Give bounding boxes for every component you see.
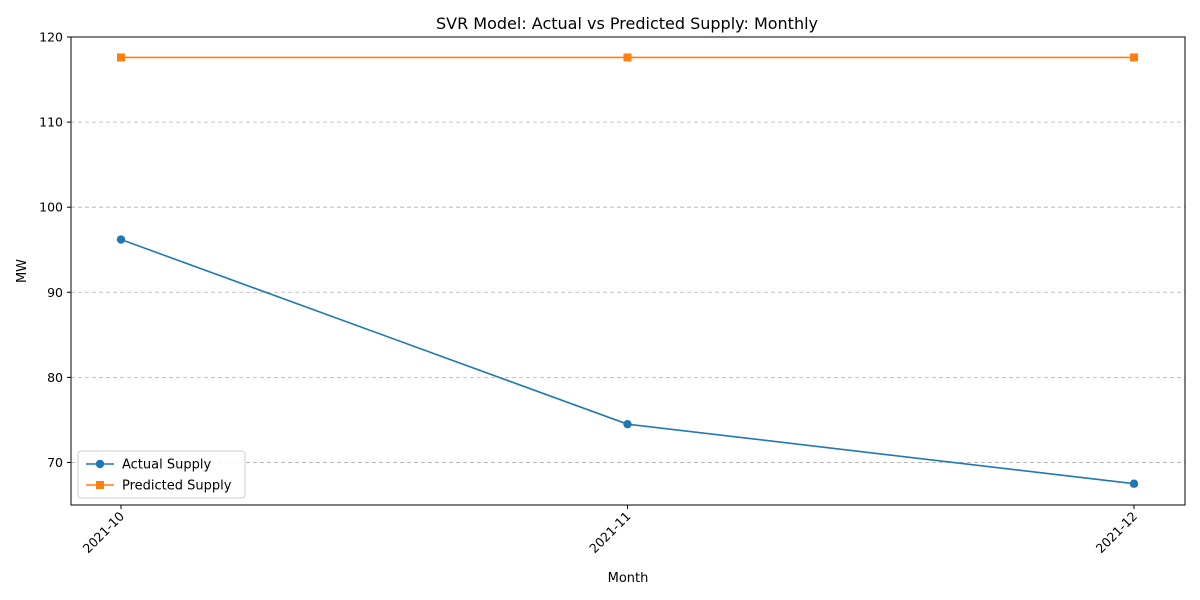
y-tick-label: 120	[39, 30, 63, 45]
legend-label: Actual Supply	[122, 458, 211, 473]
legend-marker-square	[96, 481, 104, 489]
y-axis-ticks: 70 80 90 100 110 120	[39, 30, 71, 470]
y-tick-label: 90	[47, 285, 63, 300]
series-lines	[116, 53, 1139, 488]
legend-label: Predicted Supply	[122, 479, 232, 494]
series-line	[120, 238, 1135, 485]
x-axis-label: Month	[608, 571, 649, 586]
x-axis-ticks: 2021-10 2021-11 2021-12	[80, 505, 1141, 557]
chart-title: SVR Model: Actual vs Predicted Supply: M…	[436, 14, 818, 33]
data-point-square	[117, 53, 125, 62]
data-point-circle	[1129, 479, 1139, 488]
data-point-circle	[116, 235, 126, 244]
data-point-square	[623, 53, 632, 62]
gridlines	[71, 36, 1185, 463]
x-tick-label: 2021-10	[80, 508, 128, 556]
plot-area-frame	[70, 36, 1186, 506]
x-tick-label: 2021-11	[586, 509, 634, 557]
y-tick-label: 100	[39, 200, 63, 215]
y-tick-label: 80	[47, 370, 63, 385]
y-tick-label: 110	[39, 115, 63, 130]
data-point-circle	[623, 419, 632, 429]
data-point-square	[1130, 53, 1138, 62]
legend-marker-circle	[95, 459, 105, 469]
legend-box	[77, 450, 246, 499]
y-tick-label: 70	[47, 455, 63, 470]
legend: Actual Supply Predicted Supply	[77, 450, 246, 499]
y-axis-label: MW	[15, 259, 30, 283]
x-tick-label: 2021-12	[1093, 509, 1141, 557]
